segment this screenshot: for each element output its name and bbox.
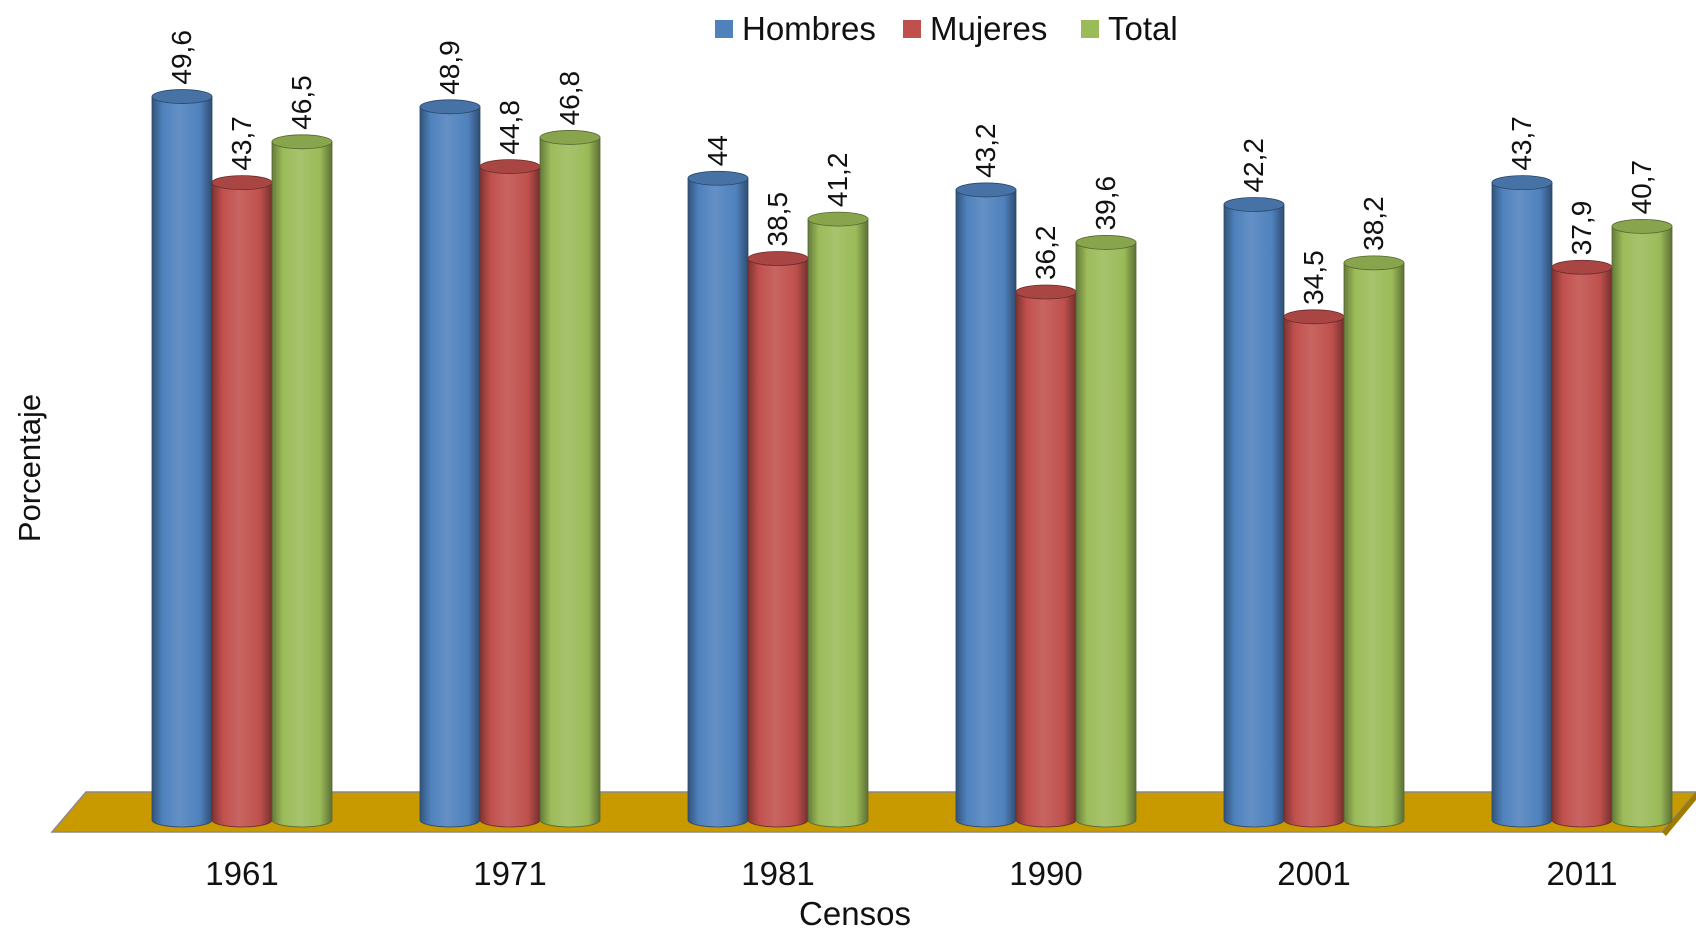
bar-body xyxy=(955,189,1017,828)
bar-mujeres-1981 xyxy=(747,251,809,828)
bar-total-1961 xyxy=(271,134,333,828)
x-tick-label: 1990 xyxy=(1009,855,1082,892)
bar-body xyxy=(1283,316,1345,828)
value-label: 36,2 xyxy=(1030,226,1061,281)
bar-total-1990 xyxy=(1075,235,1137,828)
value-label: 49,6 xyxy=(166,30,197,85)
value-label: 41,2 xyxy=(822,153,853,208)
bar-body xyxy=(211,182,273,828)
bar-top xyxy=(271,134,333,150)
value-label: 44 xyxy=(702,135,733,166)
bar-top xyxy=(1223,197,1285,212)
value-label: 38,5 xyxy=(762,192,793,247)
value-label: 43,7 xyxy=(226,116,257,171)
bar-body xyxy=(271,141,333,828)
value-label: 34,5 xyxy=(1298,250,1329,305)
bar-top xyxy=(955,182,1017,198)
value-label: 37,9 xyxy=(1566,201,1597,256)
bar-top xyxy=(211,175,273,191)
value-label: 48,9 xyxy=(434,40,465,95)
bars-group xyxy=(151,89,1673,828)
bar-hombres-2001 xyxy=(1223,197,1285,828)
bar-body xyxy=(1075,242,1137,828)
bar-body xyxy=(1343,262,1405,828)
y-axis-label: Porcentaje xyxy=(12,394,47,542)
value-label: 39,6 xyxy=(1090,176,1121,231)
bar-body xyxy=(419,106,481,828)
bar-top xyxy=(807,211,869,227)
bar-top xyxy=(151,89,213,104)
bar-top xyxy=(1491,175,1553,191)
x-tick-label: 1961 xyxy=(205,855,278,892)
bar-hombres-2011 xyxy=(1491,175,1553,828)
bar-body xyxy=(479,166,541,828)
bar-mujeres-1961 xyxy=(211,175,273,828)
x-tick-label: 1981 xyxy=(741,855,814,892)
bar-body xyxy=(1491,182,1553,828)
bar-body xyxy=(1223,204,1285,828)
bar-top xyxy=(747,251,809,266)
x-tick-labels-group: 1961 1971 1981 1990 2001 2011 xyxy=(205,855,1617,892)
bar-total-1981 xyxy=(807,211,869,828)
legend-swatch xyxy=(1081,20,1099,38)
legend-item-mujeres: Mujeres xyxy=(903,10,1047,47)
value-label: 46,8 xyxy=(554,71,585,126)
x-tick-label: 2011 xyxy=(1547,855,1618,892)
bar-mujeres-2001 xyxy=(1283,309,1345,828)
x-tick-label: 2001 xyxy=(1277,855,1350,892)
legend-label: Mujeres xyxy=(930,10,1047,47)
x-axis-label: Censos xyxy=(799,895,911,932)
bar-body xyxy=(151,96,213,828)
value-label: 40,7 xyxy=(1626,160,1657,215)
value-label: 46,5 xyxy=(286,75,317,130)
bar-top xyxy=(419,99,481,115)
legend-swatch xyxy=(903,20,921,38)
bar-top xyxy=(1283,309,1345,325)
value-label: 38,2 xyxy=(1358,196,1389,251)
x-tick-label: 1971 xyxy=(473,855,546,892)
bar-top xyxy=(1551,259,1613,275)
value-label: 42,2 xyxy=(1238,138,1269,193)
legend-label: Total xyxy=(1108,10,1178,47)
bar-body xyxy=(687,177,749,828)
bar-hombres-1961 xyxy=(151,89,213,828)
bar-top xyxy=(687,170,749,186)
bar-hombres-1990 xyxy=(955,182,1017,828)
legend-label: Hombres xyxy=(742,10,876,47)
bar-top xyxy=(1075,235,1137,250)
bar-mujeres-1971 xyxy=(479,159,541,828)
bar-body xyxy=(1611,225,1673,828)
bar-top xyxy=(1343,255,1405,271)
bar-body xyxy=(1015,291,1077,828)
bar-hombres-1971 xyxy=(419,99,481,828)
value-labels-group: 49,6 43,7 46,5 48,9 44,8 46,8 44 38,5 41,2 43,2 36… xyxy=(166,30,1657,305)
bar-top xyxy=(479,159,541,174)
value-label: 43,7 xyxy=(1506,116,1537,171)
bar-total-2001 xyxy=(1343,255,1405,828)
bar-top xyxy=(1611,218,1673,234)
legend-item-hombres: Hombres xyxy=(715,10,876,47)
legend: Hombres Mujeres Total xyxy=(715,10,1178,47)
bar-hombres-1981 xyxy=(687,170,749,828)
bar-total-2011 xyxy=(1611,218,1673,828)
bar-top xyxy=(539,130,601,145)
bar-top xyxy=(1015,284,1077,300)
bar-body xyxy=(539,137,601,828)
value-label: 43,2 xyxy=(970,123,1001,178)
value-label: 44,8 xyxy=(494,100,525,155)
bar-mujeres-1990 xyxy=(1015,284,1077,828)
chart-floor-edge xyxy=(1662,792,1696,836)
legend-swatch xyxy=(715,20,733,38)
legend-item-total: Total xyxy=(1081,10,1178,47)
bar-body xyxy=(1551,266,1613,828)
bar-mujeres-2011 xyxy=(1551,259,1613,828)
bar-total-1971 xyxy=(539,130,601,828)
bar-body xyxy=(807,218,869,828)
bar-body xyxy=(747,258,809,828)
